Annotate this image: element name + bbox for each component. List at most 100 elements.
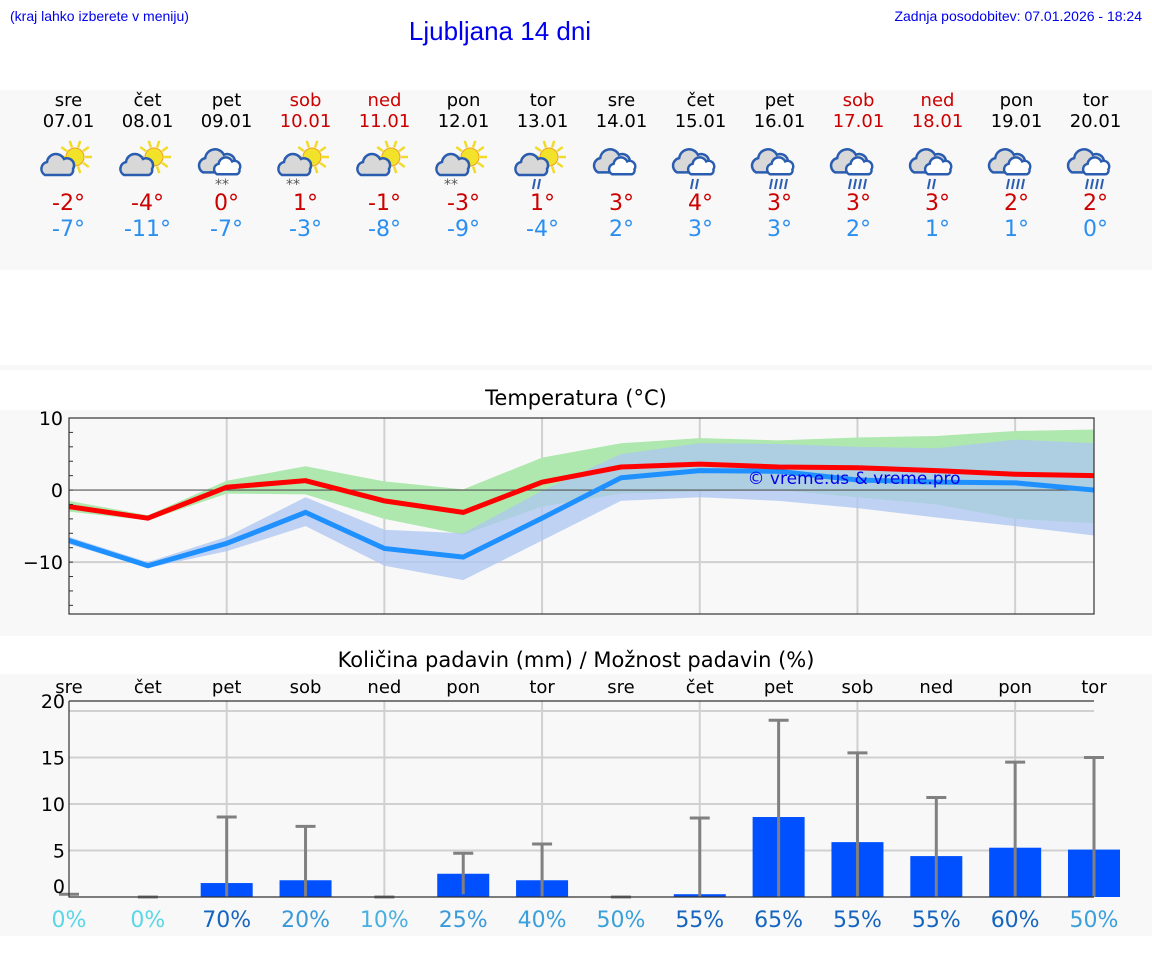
cloud-heavy-rain-icon <box>1066 133 1126 193</box>
raindrop-mark <box>778 178 783 190</box>
day-date: 08.01 <box>121 111 174 132</box>
max-temp: -3° <box>447 191 480 216</box>
y-tick-label: 5 <box>53 841 65 863</box>
sun-ray <box>550 166 555 174</box>
cloud-shape <box>355 152 391 177</box>
min-temp: -4° <box>526 217 559 242</box>
day-name: pon <box>999 90 1034 111</box>
min-temp: 0° <box>1083 217 1108 242</box>
raindrop-mark <box>857 178 862 190</box>
min-temp: 2° <box>846 217 871 242</box>
chance-label: 55% <box>912 908 961 933</box>
sun-ray <box>160 161 168 169</box>
chance-label: 55% <box>833 908 882 933</box>
min-temp: -7° <box>210 217 243 242</box>
cloud-heavy-rain-icon <box>750 133 810 193</box>
chance-label: 0% <box>130 908 165 933</box>
chance-label: 10% <box>360 908 409 933</box>
min-temp: 3° <box>688 217 713 242</box>
day-date: 14.01 <box>595 111 648 132</box>
x-day-label: čet <box>686 677 714 698</box>
plot-frame <box>68 417 1095 615</box>
min-temp: -9° <box>447 217 480 242</box>
max-temp-line <box>68 461 1095 521</box>
raindrop-mark <box>689 178 694 190</box>
max-temp: 1° <box>530 191 555 216</box>
day-date: 10.01 <box>279 111 332 132</box>
sun-ray <box>392 140 397 148</box>
day-date: 07.01 <box>42 111 95 132</box>
raindrop-mark <box>536 178 541 190</box>
sun-ray <box>397 161 405 169</box>
chance-label: 40% <box>518 908 567 933</box>
max-temp: 1° <box>293 191 318 216</box>
min-temp: 2° <box>609 217 634 242</box>
day-date: 20.01 <box>1069 111 1122 132</box>
cloud-shape <box>1081 156 1110 176</box>
raindrop-mark <box>1020 178 1025 190</box>
min-temp-range-band <box>69 439 1094 581</box>
day-column: sre 07.01 -2° -7° <box>29 90 108 243</box>
raindrop-mark <box>773 178 778 190</box>
day-date: 19.01 <box>990 111 1043 132</box>
sun-ray <box>81 161 89 169</box>
sun-ray <box>68 140 73 148</box>
raindrop-mark <box>1094 178 1099 190</box>
raindrop-mark <box>783 178 788 190</box>
raindrop-mark <box>1005 178 1010 190</box>
cloud-shape <box>39 152 75 177</box>
max-temp: 2° <box>1083 191 1108 216</box>
temperature-chart-title: Temperatura (°C) <box>485 386 667 410</box>
x-day-label: sre <box>607 677 634 698</box>
raindrop-mark <box>1015 178 1020 190</box>
y-tick-label: 0 <box>51 480 63 502</box>
x-day-label: pon <box>446 677 480 698</box>
sun-cloud-rain-icon <box>513 133 573 193</box>
snowflake-mark: ** <box>286 177 300 193</box>
snowflake-mark: ** <box>444 177 458 193</box>
cloud-shape <box>276 152 312 177</box>
raindrop-mark <box>931 178 936 190</box>
max-temp: -1° <box>368 191 401 216</box>
day-name: pon <box>446 90 481 111</box>
day-column: tor 13.01 1° -4° <box>503 90 582 243</box>
sun-ray <box>76 166 81 174</box>
sun-ray <box>555 161 563 169</box>
sun-ray <box>313 140 318 148</box>
sun-ray <box>318 161 326 169</box>
min-temp: -3° <box>289 217 322 242</box>
sun-ray <box>392 166 397 174</box>
max-temp: 3° <box>846 191 871 216</box>
day-column: pet 16.01 3° 3° <box>740 90 819 243</box>
sun-ray <box>81 145 89 153</box>
x-day-label: sob <box>290 677 322 698</box>
x-day-label: pon <box>998 677 1032 698</box>
max-temp: 0° <box>214 191 239 216</box>
chance-label: 55% <box>675 908 724 933</box>
y-tick-label: 0 <box>53 876 65 898</box>
day-column: pon 19.01 2° 1° <box>977 90 1056 243</box>
day-name: sre <box>607 90 636 111</box>
cloud-icon <box>592 133 652 193</box>
chance-label: 70% <box>202 908 251 933</box>
x-day-label: ned <box>919 677 953 698</box>
sun-ray <box>155 140 160 148</box>
sun-ray <box>160 145 168 153</box>
last-update: Zadnja posodobitev: 07.01.2026 - 18:24 <box>894 8 1142 24</box>
daily-forecast-strip: sre 07.01 -2° -7° čet 08.01 -4° -11° pet 0… <box>0 90 1152 270</box>
sun-ray <box>147 140 152 148</box>
x-day-label: pet <box>764 677 794 698</box>
sun-cloud-snow-icon: ** <box>276 133 336 193</box>
cloud-shape <box>1002 156 1031 176</box>
sun-ray <box>555 145 563 153</box>
min-temp: 1° <box>1004 217 1029 242</box>
precipitation-chart-title: Količina padavin (mm) / Možnost padavin … <box>337 648 815 672</box>
sun-ray <box>376 145 384 153</box>
sun-ray <box>550 140 555 148</box>
day-column: ned 18.01 3° 1° <box>898 90 977 243</box>
day-name: sob <box>842 90 875 111</box>
sun-cloud-snow-icon: ** <box>434 133 494 193</box>
day-name: čet <box>686 90 715 111</box>
cloud-shape <box>118 152 154 177</box>
location-hint: (kraj lahko izberete v meniju) <box>10 8 189 24</box>
